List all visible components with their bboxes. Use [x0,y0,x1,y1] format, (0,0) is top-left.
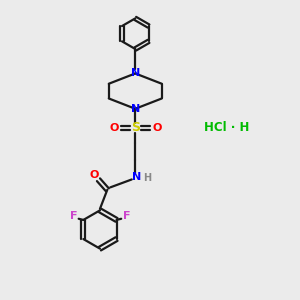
Text: S: S [131,122,140,134]
Text: O: O [109,123,119,133]
Text: N: N [131,104,140,114]
Text: O: O [152,123,161,133]
Text: HCl · H: HCl · H [204,122,249,134]
Text: N: N [131,68,140,78]
Text: N: N [132,172,141,182]
Text: F: F [123,212,130,221]
Text: F: F [70,212,77,221]
Text: H: H [144,173,152,183]
Text: O: O [89,170,98,180]
